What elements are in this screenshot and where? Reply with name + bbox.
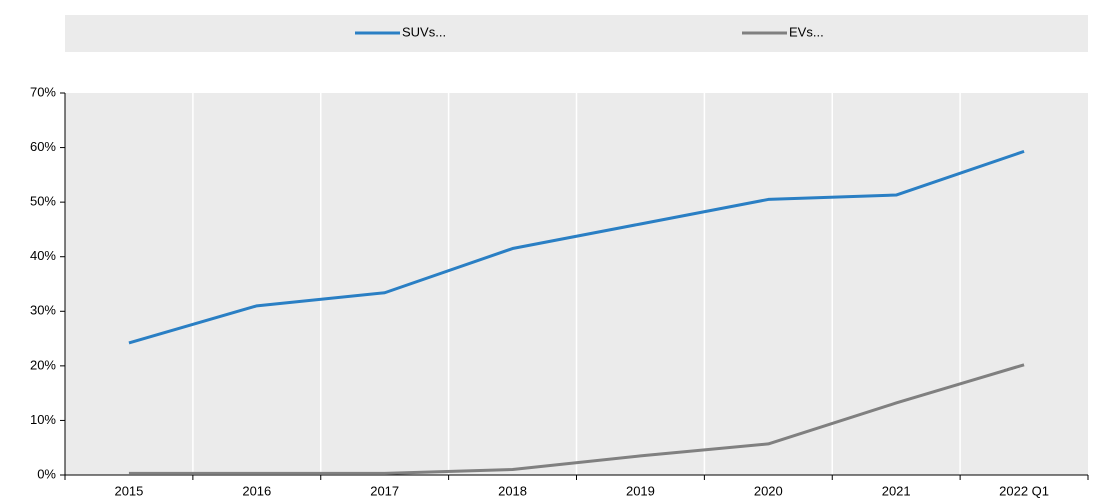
y-tick-label: 30% [30,303,56,318]
x-tick-label: 2019 [626,483,655,498]
y-tick-label: 50% [30,194,56,209]
x-tick-label: 2021 [882,483,911,498]
x-tick-label: 2022 Q1 [999,483,1049,498]
x-tick-label: 2020 [754,483,783,498]
y-tick-label: 10% [30,412,56,427]
x-tick-label: 2018 [498,483,527,498]
y-tick-label: 20% [30,357,56,372]
y-tick-label: 40% [30,248,56,263]
x-tick-label: 2017 [370,483,399,498]
x-tick-label: 2016 [242,483,271,498]
y-tick-label: 0% [37,466,56,481]
y-tick-label: 60% [30,139,56,154]
series-line [128,363,1025,475]
legend-label: SUVs... [402,24,446,39]
legend-background [65,15,1088,52]
y-tick-label: 70% [30,84,56,99]
series-line [128,149,1025,345]
x-tick-label: 2015 [114,483,143,498]
legend-label: EVs... [789,24,824,39]
